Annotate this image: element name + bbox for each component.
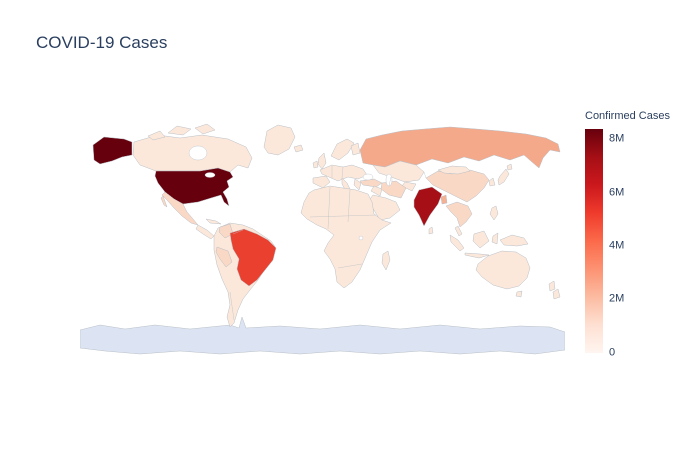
country-finland[interactable] [350,142,361,156]
arctic-island-3 [147,130,166,141]
country-uk[interactable] [317,152,327,170]
black-sea [362,173,374,181]
country-india[interactable] [413,186,443,227]
malay-peninsula [454,225,463,237]
baja-peninsula [160,195,168,208]
island-sumatra [449,234,465,252]
country-usa-alaska[interactable] [92,136,133,165]
caspian-sea [385,173,393,187]
central-asia[interactable] [401,181,417,192]
colorbar: Confirmed Cases 8M 6M 4M 2M 0 [585,110,685,358]
colorbar-tick-4m: 4M [609,239,625,252]
country-russia[interactable] [359,126,561,169]
country-sri-lanka [428,226,434,235]
colorbar-tick-2m: 2M [609,292,625,305]
arctic-island-2 [194,123,216,135]
great-lakes [204,172,216,178]
middle-east[interactable] [370,185,383,197]
country-japan[interactable] [497,168,510,186]
country-borders-decorative [229,166,427,321]
island-java [464,252,490,259]
island-borneo [472,230,490,249]
colorbar-tick-0: 0 [609,346,616,359]
country-iceland[interactable] [293,144,304,153]
country-turkey[interactable] [359,178,383,188]
country-philippines[interactable] [489,205,499,221]
iberia[interactable] [312,175,331,189]
japan-hokkaido [506,163,513,171]
country-usa[interactable] [154,167,234,207]
island-sulawesi [491,232,499,245]
chart-title: COVID-19 Cases [36,33,168,52]
colorbar-gradient [585,129,603,353]
country-madagascar[interactable] [381,250,391,271]
southeast-asia[interactable] [445,201,473,228]
country-bangladesh[interactable] [440,194,448,205]
hudson-bay [188,145,208,161]
country-iran[interactable] [380,180,407,199]
country-ireland[interactable] [312,160,319,169]
country-australia[interactable] [475,250,531,290]
island-tasmania [515,290,523,298]
island-new-guinea [499,234,529,247]
arctic-island-1 [167,125,192,136]
country-greenland[interactable] [263,124,296,156]
country-kazakhstan[interactable] [372,160,425,183]
country-china[interactable] [425,169,490,203]
country-mongolia[interactable] [437,165,471,175]
scandinavia[interactable] [330,138,355,161]
country-brazil[interactable] [229,228,277,287]
central-america[interactable] [195,224,215,240]
new-zealand-north [548,280,556,292]
world-map[interactable] [80,122,565,357]
korea [488,177,496,187]
country-mexico[interactable] [161,191,199,226]
europe-mainland[interactable] [319,164,368,182]
new-zealand-south [552,288,561,300]
colorbar-tick-8m: 8M [609,132,625,145]
country-cuba[interactable] [205,218,222,225]
balkans-greece[interactable] [353,178,362,191]
country-colombia[interactable] [218,223,234,239]
colorbar-ticks: 8M 6M 4M 2M 0 [607,129,647,358]
lake-victoria [358,235,364,241]
colorbar-title: Confirmed Cases [585,110,670,122]
country-peru[interactable] [215,246,233,268]
region-antarctica [80,316,565,355]
colorbar-tick-6m: 6M [609,186,625,199]
continent-africa[interactable] [300,185,392,289]
